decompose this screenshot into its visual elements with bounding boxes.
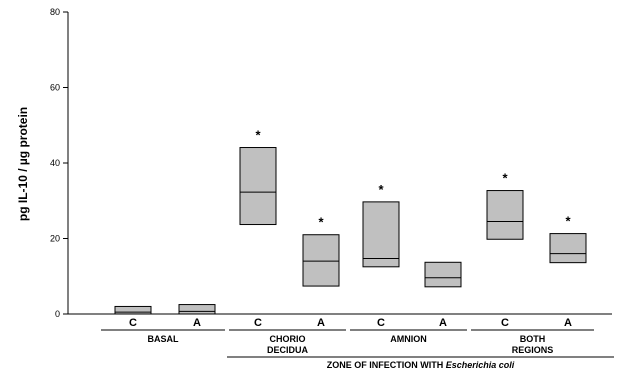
box bbox=[362, 201, 400, 268]
y-tick-label: 20 bbox=[50, 234, 60, 244]
significance-marker: * bbox=[255, 128, 261, 143]
significance-marker: * bbox=[502, 171, 508, 186]
group-label: BOTH bbox=[520, 334, 546, 344]
group-label: BASAL bbox=[148, 334, 180, 344]
x-tick-label: C bbox=[129, 317, 137, 329]
significance-marker: * bbox=[378, 182, 384, 197]
group-label: CHORIO bbox=[270, 334, 306, 344]
group-label: REGIONS bbox=[512, 345, 554, 355]
zone-label-organism: Escherichia coli bbox=[446, 360, 515, 370]
box bbox=[178, 304, 216, 315]
x-tick-label: A bbox=[439, 317, 447, 329]
box bbox=[302, 234, 340, 287]
y-tick-label: 0 bbox=[55, 309, 60, 319]
group-label: AMNION bbox=[390, 334, 427, 344]
boxes: * * * * * bbox=[114, 128, 587, 315]
y-tick-label: 60 bbox=[50, 83, 60, 93]
y-axis-label: pg IL-10 / µg protein bbox=[16, 107, 30, 221]
zone-label-prefix: ZONE OF INFECTION WITH bbox=[327, 360, 446, 370]
significance-marker: * bbox=[565, 214, 571, 229]
x-tick-label: C bbox=[501, 317, 509, 329]
box bbox=[486, 190, 524, 240]
group-label: DECIDUA bbox=[267, 345, 309, 355]
zone-label: ZONE OF INFECTION WITH Escherichia coli bbox=[327, 360, 515, 370]
x-tick-label: A bbox=[317, 317, 325, 329]
x-tick-label: C bbox=[254, 317, 262, 329]
y-tick-label: 40 bbox=[50, 158, 60, 168]
y-tick-label: 80 bbox=[50, 7, 60, 17]
box bbox=[114, 305, 152, 315]
box bbox=[424, 261, 462, 288]
box bbox=[549, 233, 587, 264]
significance-marker: * bbox=[318, 215, 324, 230]
x-tick-label: A bbox=[564, 317, 572, 329]
x-tick-label: A bbox=[193, 317, 201, 329]
box bbox=[239, 147, 277, 226]
x-tick-label: C bbox=[377, 317, 385, 329]
y-axis: 0 20 40 60 80 bbox=[50, 7, 69, 319]
